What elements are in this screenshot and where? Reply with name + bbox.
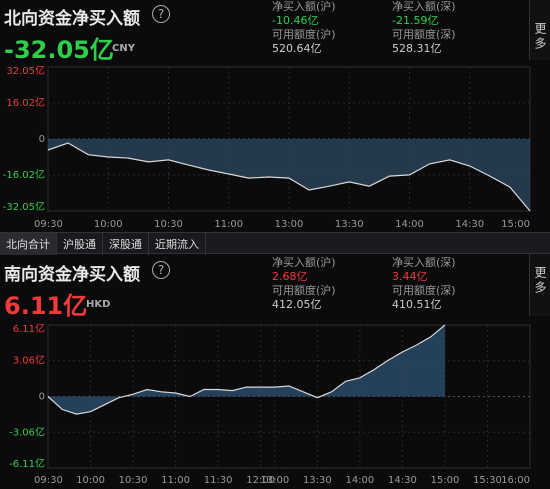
help-icon[interactable]: ? [152, 261, 170, 279]
more-button[interactable]: 更多 [533, 266, 547, 296]
stat-label: 可用额度(沪) [272, 28, 336, 41]
area [48, 325, 445, 415]
x-tick-label: 10:30 [119, 475, 148, 486]
x-tick-label: 14:00 [345, 475, 374, 486]
x-tick-label: 09:30 [34, 475, 63, 486]
stat-value: -10.46亿 [272, 14, 319, 27]
x-tick-label: 10:30 [154, 219, 183, 230]
stat-label: 可用额度(沪) [272, 284, 336, 297]
side-bar [529, 0, 550, 60]
x-tick-label: 12:00 [246, 475, 275, 486]
x-tick-label: 14:30 [455, 219, 484, 230]
line [47, 324, 446, 415]
x-tick-label: 14:30 [388, 475, 417, 486]
x-tick-label: 10:00 [94, 219, 123, 230]
net-amount: -32.05亿 [4, 36, 114, 64]
currency: HKD [86, 299, 111, 310]
x-tick-label: 13:00 [260, 475, 289, 486]
panel-title: 南向资金净买入额 [4, 265, 140, 285]
area [48, 139, 530, 211]
y-tick-label: 3.06亿 [13, 354, 45, 367]
x-tick-label: 11:30 [204, 475, 233, 486]
tab[interactable]: 近期流入 [149, 233, 206, 255]
stat-label: 净买入额(深) [392, 0, 456, 13]
stat-value: 520.64亿 [272, 42, 322, 55]
y-tick-label: 0 [39, 134, 45, 145]
x-tick-label: 10:00 [76, 475, 105, 486]
tab[interactable]: 沪股通 [57, 233, 103, 255]
y-tick-label: 32.05亿 [6, 64, 45, 77]
stat-value: 2.68亿 [272, 270, 308, 283]
tab[interactable]: 北向合计 [0, 233, 57, 255]
x-tick-label: 09:30 [34, 219, 63, 230]
tab[interactable]: 深股通 [103, 233, 149, 255]
y-tick-label: -3.06亿 [9, 425, 45, 438]
currency: CNY [112, 43, 135, 54]
net-amount: 6.11亿 [4, 292, 88, 320]
x-tick-label: 14:00 [395, 219, 424, 230]
tab-bar: 北向合计 沪股通 深股通 近期流入 [0, 232, 550, 255]
stat-label: 净买入额(沪) [272, 0, 336, 13]
y-tick-label: -32.05亿 [3, 200, 45, 213]
y-tick-label: 6.11亿 [13, 322, 45, 335]
x-tick-label: 13:00 [275, 219, 304, 230]
x-tick-label: 15:00 [431, 475, 460, 486]
stat-label: 可用额度(深) [392, 28, 456, 41]
line [47, 142, 531, 212]
help-icon[interactable]: ? [152, 5, 170, 23]
stat-value: 410.51亿 [392, 298, 442, 311]
x-tick-label: 15:30 [473, 475, 502, 486]
x-tick-label: 11:00 [214, 219, 243, 230]
x-tick-label: 15:00 [501, 219, 530, 230]
stat-value: 412.05亿 [272, 298, 322, 311]
side-bar [529, 254, 550, 316]
y-tick-label: -16.02亿 [3, 168, 45, 181]
y-tick-label: 16.02亿 [6, 96, 45, 109]
x-tick-label: 16:00 [501, 475, 530, 486]
y-tick-label: 0 [39, 392, 45, 403]
stat-label: 净买入额(沪) [272, 256, 336, 269]
x-tick-label: 11:00 [161, 475, 190, 486]
stat-value: 528.31亿 [392, 42, 442, 55]
y-tick-label: -6.11亿 [9, 457, 45, 470]
x-tick-label: 13:30 [335, 219, 364, 230]
stat-value: 3.44亿 [392, 270, 428, 283]
panel-title: 北向资金净买入额 [4, 9, 140, 29]
x-tick-label: 13:30 [303, 475, 332, 486]
more-button[interactable]: 更多 [533, 22, 547, 52]
stat-label: 可用额度(深) [392, 284, 456, 297]
stat-value: -21.59亿 [392, 14, 439, 27]
stat-label: 净买入额(深) [392, 256, 456, 269]
